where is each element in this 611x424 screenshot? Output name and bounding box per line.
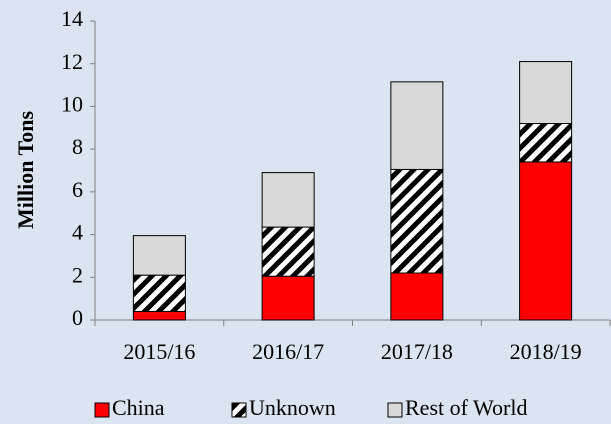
bar-segment	[261, 275, 315, 321]
y-axis-label: Million Tons	[13, 111, 38, 229]
y-tick-label: 14	[61, 6, 83, 31]
bar-segment	[519, 161, 573, 321]
bar-segment	[132, 235, 186, 276]
x-tick-label: 2016/17	[252, 339, 324, 364]
y-tick-label: 2	[72, 262, 83, 287]
y-tick-label: 10	[61, 91, 83, 116]
legend-label: Rest of World	[405, 395, 527, 420]
bar-segment	[132, 274, 186, 312]
y-tick-label: 4	[72, 220, 83, 245]
y-tick-label: 6	[72, 177, 83, 202]
y-tick-label: 12	[61, 49, 83, 74]
bar-segment	[132, 310, 186, 321]
bar-segment	[390, 81, 444, 170]
legend-swatch	[231, 402, 247, 418]
x-tick-label: 2015/16	[123, 339, 195, 364]
bar-segment	[519, 123, 573, 163]
legend-label: China	[112, 395, 165, 420]
legend-swatch	[387, 402, 403, 418]
bar-segment	[261, 172, 315, 228]
legend-swatch	[94, 402, 110, 418]
x-tick-label: 2017/18	[381, 339, 453, 364]
legend-label: Unknown	[249, 395, 336, 420]
bar-segment	[390, 272, 444, 321]
y-tick-label: 0	[72, 305, 83, 330]
bar-segment	[519, 61, 573, 125]
bar-segment	[261, 226, 315, 277]
x-tick-label: 2018/19	[510, 339, 582, 364]
bar-segment	[390, 168, 444, 274]
y-tick-label: 8	[72, 134, 83, 159]
